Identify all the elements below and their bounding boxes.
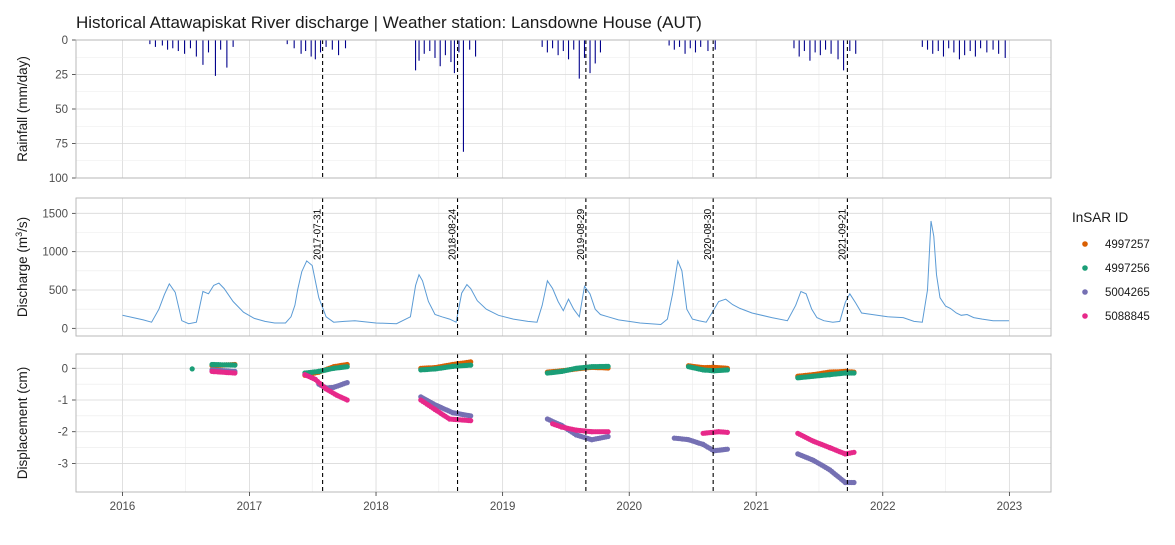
y-tick-label: 100 (49, 173, 68, 185)
displacement-point (344, 380, 350, 386)
y-tick-label: 75 (55, 139, 68, 151)
chart-title: Historical Attawapiskat River discharge … (76, 13, 702, 32)
x-axis: 2016 2017 2018 2019 2020 2021 2022 2023 (110, 492, 1022, 513)
legend-swatch (1082, 241, 1088, 247)
event-label: 2017-07-31 (313, 208, 324, 260)
y-tick-label: 0 (62, 323, 68, 335)
legend-label: 5004265 (1105, 287, 1150, 299)
displacement-point (468, 413, 474, 419)
displacement-point (605, 433, 611, 440)
displacement-point (851, 479, 857, 486)
displacement-point (724, 429, 731, 435)
displacement-panel: 0 -1 -2 -3 Displacement (cm) (15, 353, 1052, 493)
x-tick-label: 2022 (870, 501, 896, 513)
y-axis-label: Rainfall (mm/day) (15, 56, 30, 162)
x-tick-label: 2017 (237, 501, 263, 513)
displacement-point (851, 449, 857, 455)
displacement-point (605, 363, 611, 369)
event-label: 2018-08-24 (448, 208, 459, 260)
event-label: 2019-08-29 (576, 208, 587, 260)
y-tick-label: 25 (55, 70, 68, 82)
event-label: 2021-09-21 (837, 208, 848, 260)
panel-border (75, 197, 1052, 337)
legend-label: 4997256 (1105, 263, 1150, 275)
displacement-point (468, 418, 474, 424)
legend-label: 5088845 (1105, 311, 1150, 323)
legend-swatch (1082, 313, 1088, 319)
legend-label: 4997257 (1105, 239, 1150, 251)
y-tick-label: 1000 (42, 247, 68, 259)
displacement-point (724, 446, 731, 452)
x-tick-label: 2016 (110, 501, 136, 513)
legend-swatch (1082, 265, 1088, 271)
rainfall-panel: 0 25 50 75 100 Rainfall (mm/day) (15, 35, 1052, 185)
displacement-point (232, 370, 238, 376)
panel-border (75, 353, 1052, 493)
y-axis-label: Displacement (cm) (15, 367, 30, 480)
x-tick-label: 2019 (490, 501, 516, 513)
displacement-point (232, 362, 238, 368)
x-tick-label: 2018 (363, 501, 389, 513)
discharge-panel: 0 500 1000 1500 2017-07-31 2018-08-24 2019-08-… (14, 197, 1052, 337)
y-axis-label: Discharge (m3/s) (14, 217, 30, 317)
x-tick-label: 2023 (997, 501, 1023, 513)
y-tick-label: 500 (49, 285, 68, 297)
displacement-point (851, 370, 857, 376)
discharge-line (122, 220, 1009, 326)
event-label: 2020-08-30 (703, 208, 714, 260)
legend: InSAR ID 4997257 4997256 5004265 5088845 (1072, 210, 1150, 323)
legend-swatch (1082, 289, 1088, 295)
y-tick-label: 1500 (42, 208, 68, 220)
x-tick-label: 2020 (616, 501, 642, 513)
displacement-point (468, 362, 474, 368)
y-tick-label: -3 (58, 458, 68, 470)
displacement-point (724, 367, 731, 373)
displacement-point (605, 429, 611, 435)
y-tick-label: -1 (58, 395, 68, 407)
displacement-point (189, 366, 195, 372)
y-tick-label: 0 (62, 363, 68, 375)
panel-border (75, 39, 1052, 179)
legend-title: InSAR ID (1072, 210, 1129, 225)
x-tick-label: 2021 (743, 501, 769, 513)
y-tick-label: 50 (55, 104, 68, 116)
y-tick-label: -2 (58, 427, 68, 439)
displacement-point (344, 364, 350, 370)
y-tick-label: 0 (62, 35, 68, 47)
displacement-point (344, 397, 350, 403)
